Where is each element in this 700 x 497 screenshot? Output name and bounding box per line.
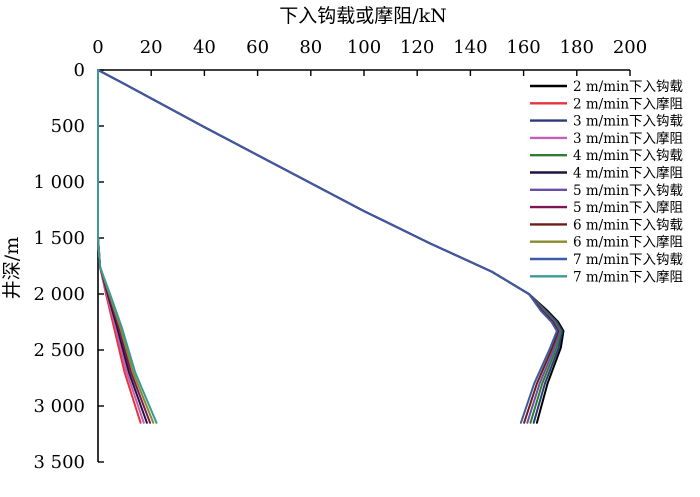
legend-label: 3 m/min下入摩阻 [573, 130, 683, 147]
x-tick-label: 140 [453, 37, 487, 58]
x-tick-label: 0 [92, 37, 103, 58]
legend-label: 6 m/min下入摩阻 [573, 234, 683, 251]
x-tick-label: 100 [347, 37, 381, 58]
legend-label: 5 m/min下入摩阻 [573, 199, 683, 216]
x-tick-label: 160 [506, 37, 540, 58]
series-line-7 [97, 69, 561, 424]
y-tick-label: 3 000 [33, 396, 85, 417]
series-line-4 [97, 69, 145, 424]
y-tick-label: 0 [74, 60, 85, 81]
series-line-1 [97, 69, 565, 424]
series-line-3 [97, 69, 564, 424]
series-line-11 [97, 69, 558, 424]
x-tick-label: 20 [140, 37, 163, 58]
x-tick-label: 60 [246, 37, 269, 58]
legend-label: 2 m/min下入摩阻 [573, 95, 683, 112]
series-line-9 [97, 69, 560, 424]
series-line-12 [97, 69, 158, 424]
y-axis-title: 井深/m [1, 237, 23, 299]
y-tick-label: 1 500 [33, 228, 85, 249]
series-line-5 [97, 69, 562, 424]
series-line-6 [97, 69, 148, 424]
y-tick-label: 500 [51, 116, 85, 137]
legend-label: 5 m/min下入钩载 [573, 183, 683, 199]
legend-label: 4 m/min下入钩载 [573, 148, 683, 164]
legend-label: 4 m/min下入摩阻 [573, 165, 683, 182]
legend-label: 7 m/min下入摩阻 [573, 268, 683, 285]
legend-label: 3 m/min下入钩载 [573, 114, 683, 130]
axes-layer: 0 20 40 60 80 100 120 140 160 180 200 0 500 1 000 1 50… [33, 37, 647, 473]
legend-label: 2 m/min下入钩载 [573, 79, 683, 95]
y-tick-label: 2 500 [33, 340, 85, 361]
x-tick-label: 200 [613, 37, 647, 58]
x-axis-title: 下入钩载或摩阻/kN [279, 5, 447, 27]
legend-label: 6 m/min下入钩载 [573, 217, 683, 233]
y-tick-label: 2 000 [33, 284, 85, 305]
x-tick-label: 40 [193, 37, 216, 58]
x-tick-label: 80 [299, 37, 322, 58]
x-tick-label: 180 [560, 37, 594, 58]
series-layer [97, 69, 565, 424]
legend-label: 7 m/min下入钩载 [573, 252, 683, 268]
y-tick-label: 1 000 [33, 172, 85, 193]
y-tick-label: 3 500 [33, 452, 85, 473]
x-tick-label: 120 [400, 37, 434, 58]
